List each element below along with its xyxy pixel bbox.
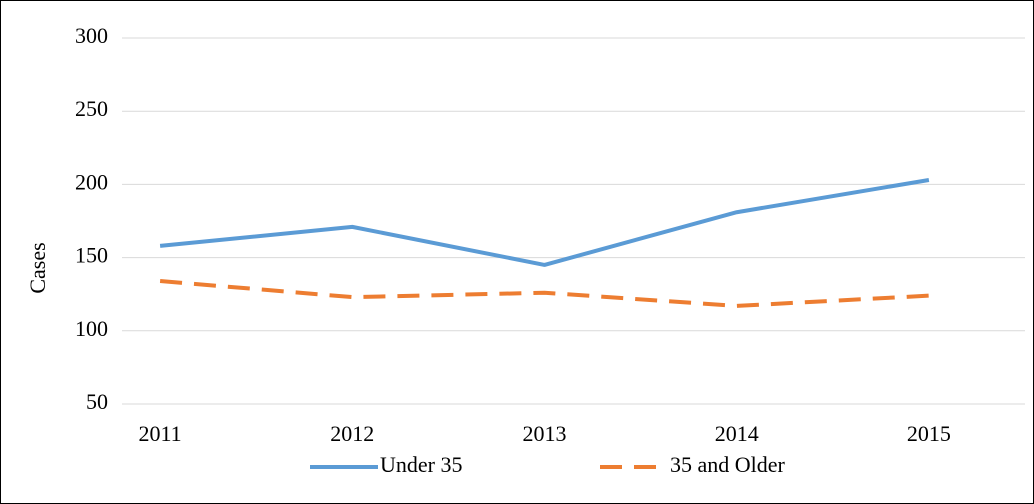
x-tick-label: 2013 — [523, 421, 567, 446]
y-tick-label: 200 — [75, 169, 108, 194]
y-tick-label: 250 — [75, 96, 108, 121]
legend-label: 35 and Older — [670, 452, 786, 477]
y-axis-label: Cases — [25, 242, 50, 293]
series-line — [159, 279, 930, 308]
x-tick-label: 2012 — [330, 421, 374, 446]
legend-label: Under 35 — [380, 452, 462, 477]
y-tick-label: 100 — [75, 316, 108, 341]
x-tick-label: 2011 — [139, 421, 182, 446]
y-tick-label: 150 — [75, 243, 108, 268]
series-line — [159, 178, 930, 267]
x-tick-label: 2014 — [715, 421, 759, 446]
y-tick-label: 300 — [75, 23, 108, 48]
y-tick-label: 50 — [86, 389, 108, 414]
x-tick-label: 2015 — [907, 421, 951, 446]
